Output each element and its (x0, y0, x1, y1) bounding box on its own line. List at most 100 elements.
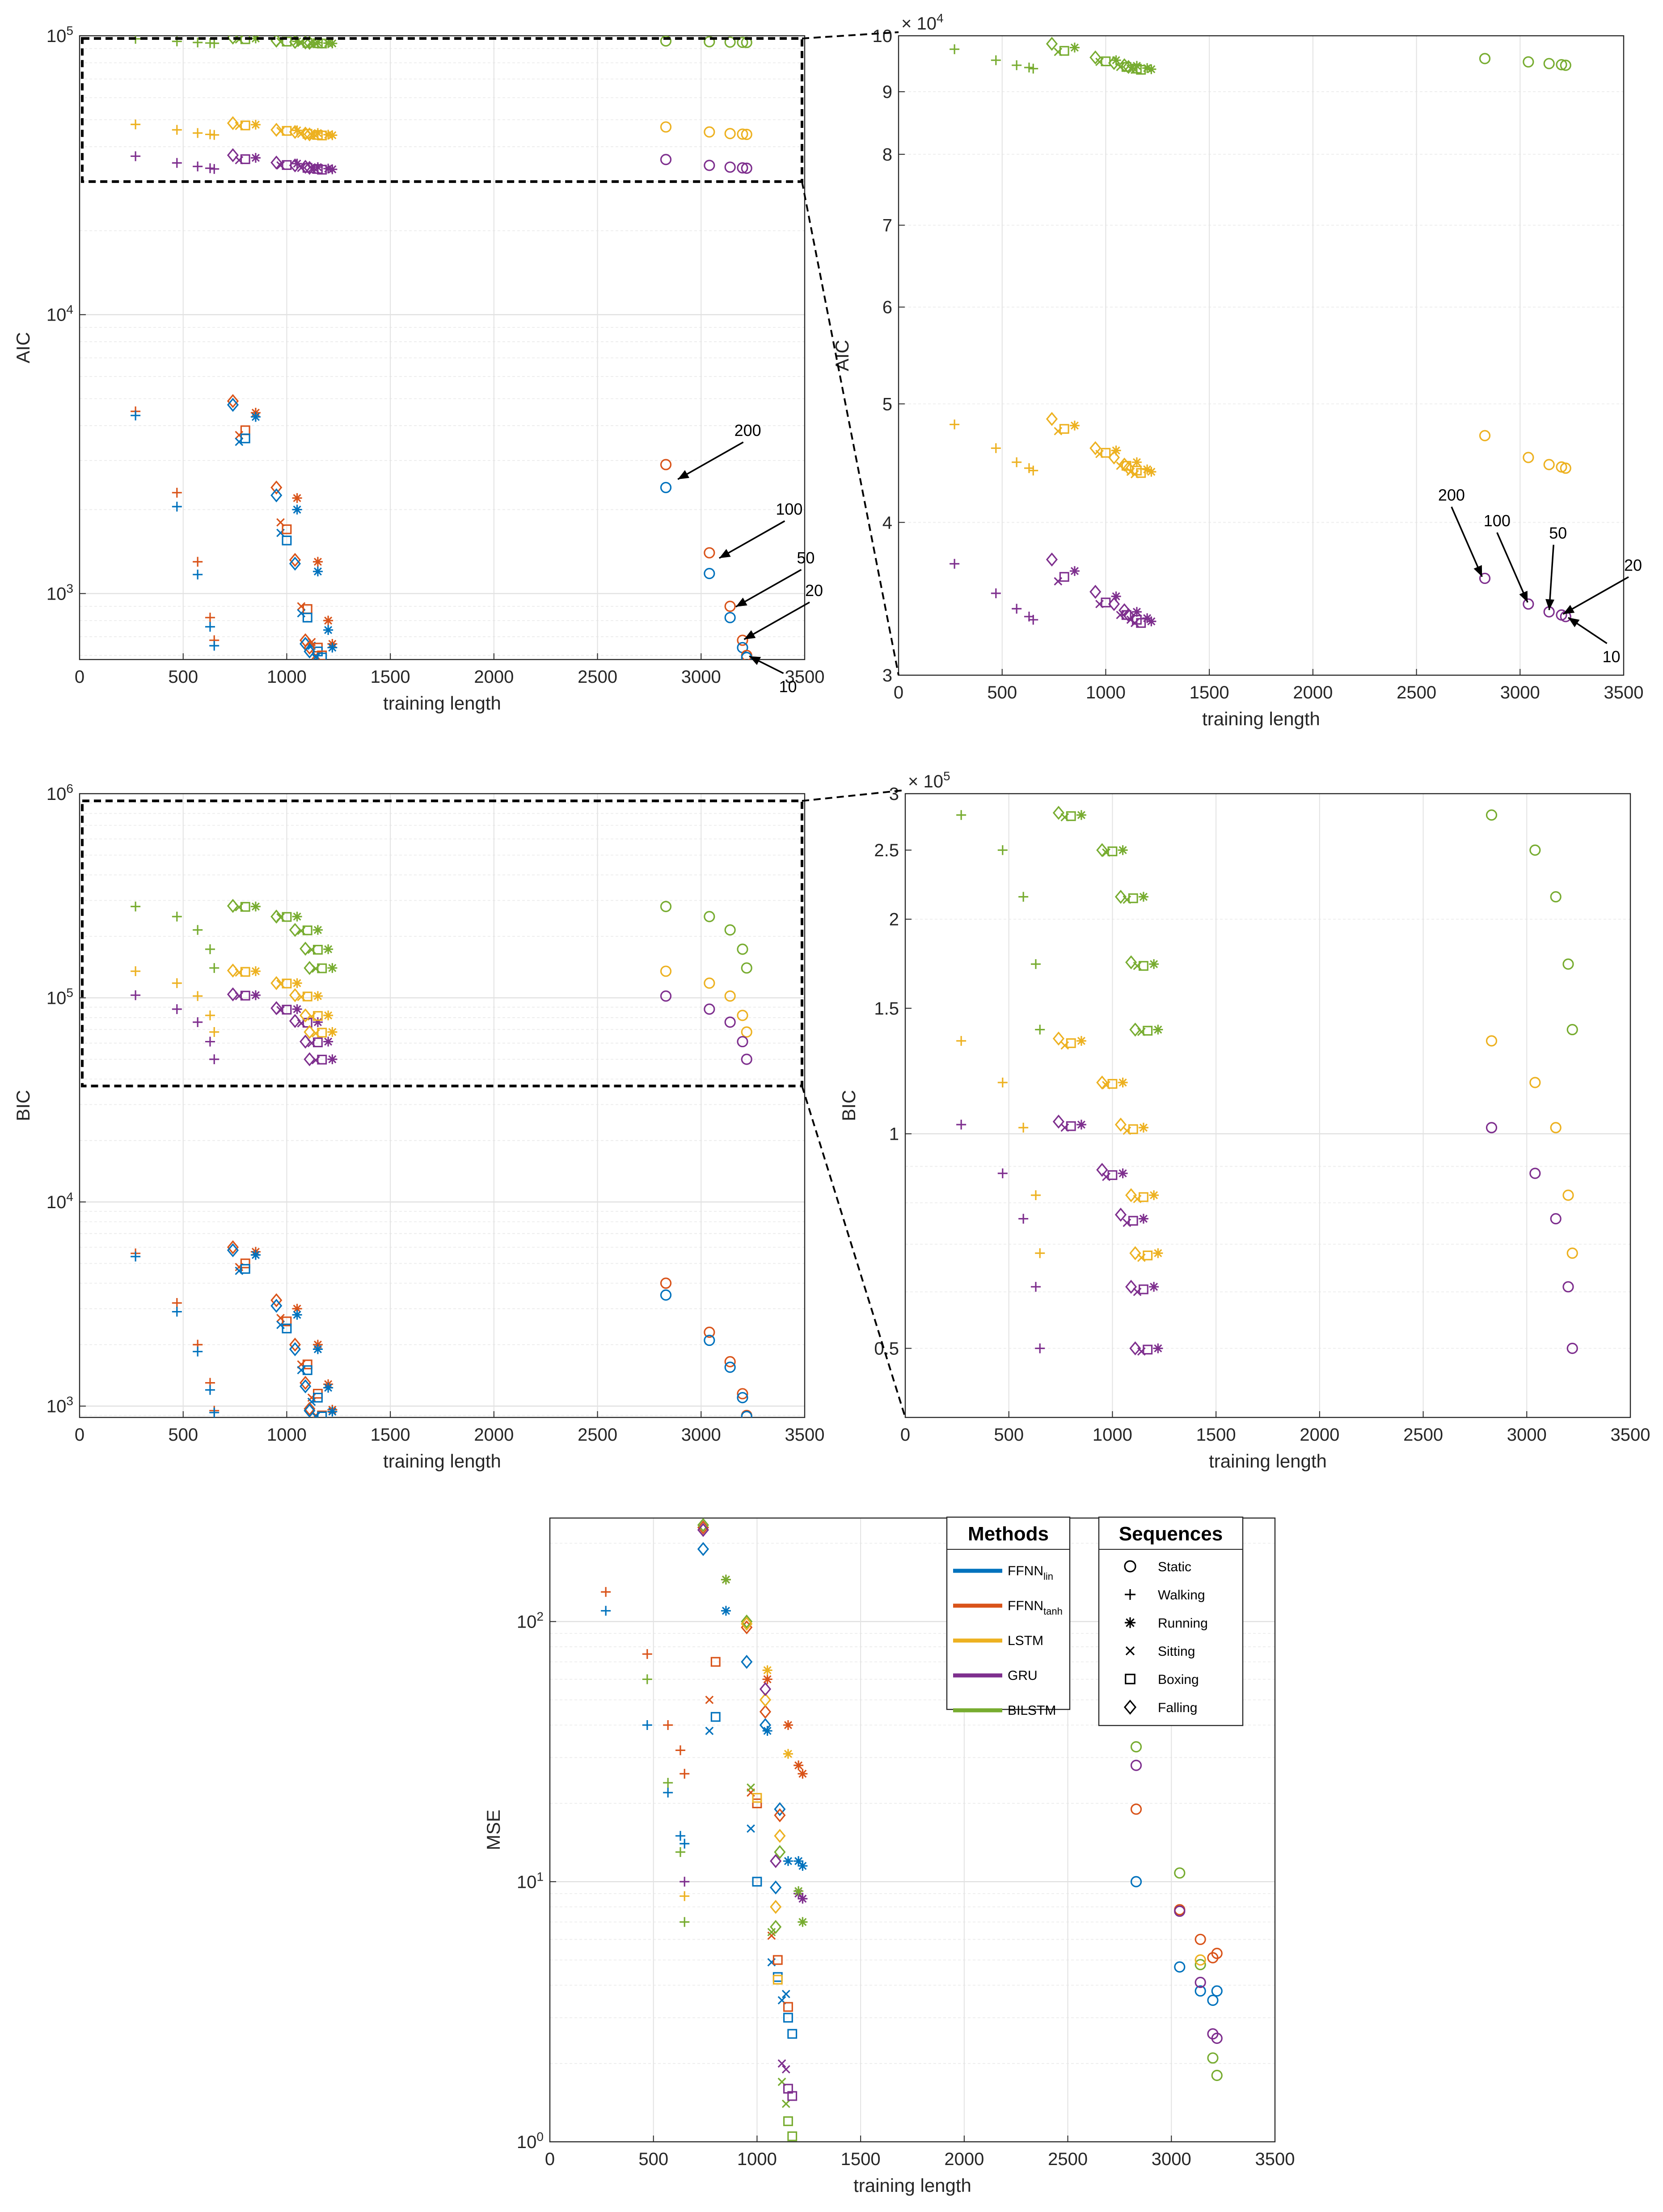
y-tick-label: 105 (46, 986, 73, 1008)
axis-exponent-label: × 105 (908, 769, 950, 791)
data-point (601, 1606, 611, 1616)
data-point (663, 1778, 673, 1788)
data-point (172, 1307, 182, 1317)
data-point (752, 1877, 762, 1887)
y-tick-label: 2 (889, 910, 899, 930)
data-point (1035, 1024, 1045, 1035)
legend-marker-static (1124, 1560, 1136, 1573)
y-tick-label: 8 (882, 145, 892, 165)
data-point (302, 613, 312, 623)
y-axis-label: AIC (832, 340, 853, 371)
data-point (1211, 2032, 1223, 2044)
y-tick-label: 102 (517, 1610, 544, 1632)
data-point (1194, 1959, 1206, 1971)
axes-box (904, 793, 1631, 1418)
data-point (289, 923, 301, 937)
data-point (1128, 1216, 1138, 1226)
data-point (209, 130, 219, 140)
data-point (172, 502, 182, 512)
data-point (304, 161, 316, 175)
data-point (675, 1745, 685, 1755)
annotation-arrowhead (719, 549, 731, 558)
data-point (721, 1574, 731, 1585)
x-tick-label: 3500 (785, 667, 825, 687)
data-point (710, 1712, 721, 1722)
data-point (1131, 607, 1142, 617)
data-point (1066, 1121, 1076, 1131)
annotation-arrow (743, 601, 810, 640)
data-point (1028, 63, 1038, 74)
data-point (741, 962, 752, 974)
data-point (289, 158, 301, 173)
y-tick-label: 5 (882, 394, 892, 414)
annotation-arrowhead (1519, 591, 1528, 603)
data-point (282, 1005, 292, 1015)
plot-area (80, 794, 805, 1417)
data-point (292, 978, 302, 988)
data-point (1024, 463, 1034, 474)
data-point (772, 1955, 783, 1965)
legend-marker-boxing (1125, 1674, 1135, 1684)
data-point (172, 125, 182, 135)
legend-label-gru: GRU (1008, 1668, 1038, 1683)
data-point (289, 553, 301, 567)
data-point (741, 1053, 752, 1065)
data-point (1143, 1026, 1153, 1036)
data-point (327, 130, 338, 140)
data-point (282, 1324, 292, 1334)
data-point (209, 641, 219, 651)
data-point (227, 987, 239, 1002)
data-point (660, 154, 672, 165)
data-point (741, 1614, 753, 1629)
annotation-arrow (735, 569, 802, 608)
data-point (783, 2002, 793, 2012)
data-point (1149, 1190, 1159, 1201)
data-point (193, 557, 203, 567)
x-tick-label: 2000 (474, 1425, 514, 1445)
data-point (675, 1831, 685, 1841)
data-point (240, 120, 250, 131)
data-point (312, 567, 323, 577)
legend-methods-title: Methods (968, 1523, 1049, 1545)
x-tick-label: 3500 (1611, 1425, 1650, 1445)
chart-panels: 0 500 1000 1500 2000 2500 3000 3500103104105tra… (13, 11, 1650, 2196)
data-point (660, 36, 672, 47)
data-point (323, 615, 333, 626)
data-point (1028, 465, 1038, 476)
data-point (1566, 1024, 1578, 1036)
data-point (1566, 1342, 1578, 1354)
series-walking (131, 901, 219, 1417)
data-point (327, 963, 338, 973)
data-point (205, 1385, 215, 1395)
data-point (240, 1264, 250, 1274)
data-point (1211, 2069, 1223, 2081)
x-tick-label: 1500 (1196, 1425, 1236, 1445)
data-point (302, 991, 312, 1002)
data-point (209, 164, 219, 174)
y-tick-label: 9 (882, 82, 892, 102)
data-point (1523, 452, 1534, 463)
data-point (1028, 615, 1038, 625)
annotation-label: 200 (734, 421, 761, 440)
data-point (300, 1034, 312, 1049)
y-tick-label: 105 (46, 24, 73, 46)
data-point (1107, 846, 1118, 856)
data-point (1108, 56, 1120, 70)
data-point (193, 569, 203, 579)
series-static (1130, 1741, 1223, 2081)
x-tick-label: 1500 (841, 2149, 881, 2169)
x-tick-label: 1500 (371, 1425, 410, 1445)
data-point (1194, 1933, 1206, 1945)
data-point (317, 652, 327, 660)
data-point (1108, 597, 1120, 611)
data-point (680, 1839, 690, 1849)
data-point (1486, 1122, 1498, 1133)
data-point (660, 459, 672, 470)
data-point (1128, 1124, 1138, 1134)
data-point (227, 963, 239, 978)
data-point (737, 1010, 748, 1021)
data-point (741, 162, 752, 174)
data-point (172, 911, 182, 922)
y-tick-label: 106 (46, 782, 73, 804)
data-point (240, 902, 250, 912)
